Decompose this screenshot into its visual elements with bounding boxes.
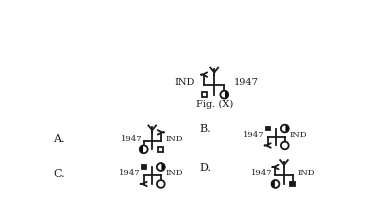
Text: IND: IND bbox=[166, 135, 184, 142]
Bar bbox=[142, 165, 146, 169]
Text: 1947: 1947 bbox=[251, 169, 272, 177]
Circle shape bbox=[281, 142, 289, 149]
Wedge shape bbox=[275, 180, 279, 188]
Circle shape bbox=[281, 125, 289, 132]
Text: IND: IND bbox=[174, 78, 195, 87]
Wedge shape bbox=[144, 145, 147, 153]
Text: 1947: 1947 bbox=[234, 78, 258, 87]
Circle shape bbox=[157, 163, 165, 171]
Text: D.: D. bbox=[200, 163, 211, 173]
Wedge shape bbox=[157, 163, 161, 171]
Text: 1947: 1947 bbox=[243, 131, 264, 139]
Bar bbox=[202, 92, 207, 97]
Text: C.: C. bbox=[53, 169, 65, 179]
Circle shape bbox=[157, 180, 165, 188]
Text: IND: IND bbox=[298, 169, 315, 177]
Text: A.: A. bbox=[53, 134, 64, 144]
Bar bbox=[158, 147, 163, 152]
Text: IND: IND bbox=[290, 131, 307, 139]
Circle shape bbox=[221, 91, 228, 99]
Text: 1947: 1947 bbox=[120, 135, 142, 142]
Text: Fig. (X): Fig. (X) bbox=[195, 100, 233, 109]
Text: B.: B. bbox=[200, 124, 211, 134]
Bar bbox=[290, 182, 295, 186]
Bar bbox=[266, 127, 270, 130]
Text: 1947: 1947 bbox=[119, 169, 141, 177]
Wedge shape bbox=[221, 91, 224, 99]
Wedge shape bbox=[281, 125, 285, 132]
Circle shape bbox=[272, 180, 279, 188]
Text: IND: IND bbox=[166, 169, 184, 177]
Circle shape bbox=[140, 145, 147, 153]
